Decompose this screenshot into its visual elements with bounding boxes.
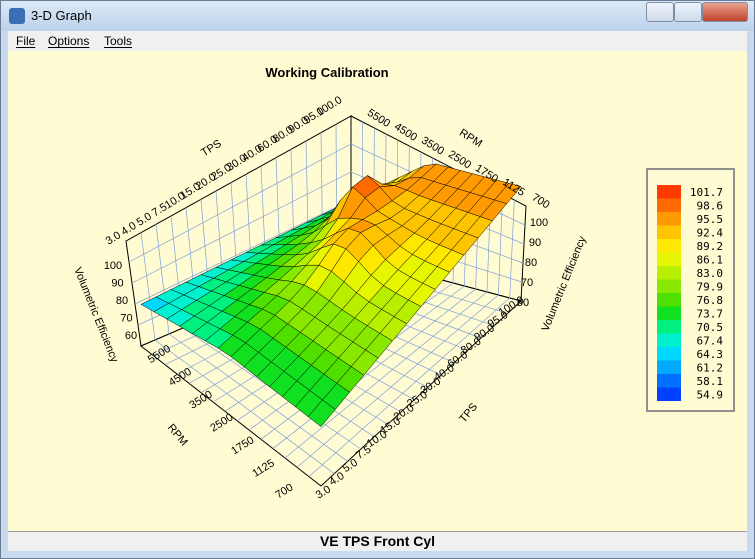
axis-tick-label: 70 <box>120 313 132 325</box>
axis-tick-label: 700 <box>273 482 295 502</box>
grid-line <box>284 291 488 459</box>
axis-tick-label: 5.0 <box>135 210 154 228</box>
legend: 101.798.695.592.489.286.183.079.976.873.… <box>657 185 723 402</box>
legend-label: 101.7 <box>690 186 723 199</box>
legend-swatch <box>657 225 681 239</box>
maximize-button[interactable] <box>674 2 702 22</box>
axis-tick-label: 80 <box>525 257 537 269</box>
axis-title: RPM <box>165 422 190 448</box>
axis-tick-label: 100 <box>530 217 548 229</box>
grid-line <box>308 297 510 477</box>
legend-label: 86.1 <box>697 254 724 267</box>
legend-label: 92.4 <box>697 227 724 240</box>
legend-label: 64.3 <box>697 348 724 361</box>
axis-tick-label: 60 <box>125 330 137 342</box>
legend-label: 95.5 <box>697 213 724 226</box>
legend-swatch <box>657 320 681 334</box>
axis-tick-label: 90 <box>111 278 123 290</box>
grid-line <box>168 333 348 462</box>
plot-title: Working Calibration <box>265 65 388 80</box>
axis-tick-label: 90 <box>529 237 541 249</box>
legend-swatch <box>657 198 681 212</box>
axis-tick-label: 1125 <box>250 457 276 480</box>
axis-tick-label: 3.0 <box>314 483 333 501</box>
axis-title: TPS <box>457 401 480 425</box>
grid-line <box>497 193 504 296</box>
legend-label: 76.8 <box>697 294 724 307</box>
legend-label: 61.2 <box>697 362 724 375</box>
surface-mesh <box>140 163 522 427</box>
legend-swatch <box>657 239 681 253</box>
axis-tick-label: 70 <box>521 277 533 289</box>
title-bar: 3-D Graph <box>1 1 754 31</box>
legend-swatch <box>657 374 681 388</box>
legend-label: 89.2 <box>697 240 724 253</box>
surface-plot: Working Calibration 3.04.05.07.510.015.0… <box>71 65 735 502</box>
legend-swatch <box>657 360 681 374</box>
app-icon <box>9 8 25 24</box>
legend-label: 58.1 <box>697 375 724 388</box>
legend-swatch <box>657 252 681 266</box>
legend-label: 70.5 <box>697 321 724 334</box>
legend-swatch <box>657 279 681 293</box>
legend-label: 73.7 <box>697 308 724 321</box>
axis-title: Volumetric Efficiency <box>540 234 589 333</box>
minimize-button[interactable] <box>646 2 674 22</box>
legend-label: 83.0 <box>697 267 724 280</box>
legend-swatch <box>657 212 681 226</box>
axis-tick-label: 100.0 <box>315 94 345 119</box>
menu-item[interactable]: File <box>16 34 36 48</box>
status-bar: VE TPS Front Cyl <box>8 531 747 551</box>
axis-title: TPS <box>199 138 224 160</box>
axis-title: RPM <box>457 127 484 150</box>
legend-label: 67.4 <box>697 335 724 348</box>
grid-line <box>296 294 499 468</box>
surface-cell <box>307 399 336 427</box>
axis-tick-label: 80 <box>116 295 128 307</box>
axis-tick-label: 100 <box>104 260 122 272</box>
legend-swatch <box>657 306 681 320</box>
axis-tick-label: 700 <box>530 192 552 212</box>
axis-tick-label: 3.0 <box>104 229 123 247</box>
legend-label: 98.6 <box>697 200 724 213</box>
legend-swatch <box>657 293 681 307</box>
axis-tick-label: 1750 <box>229 434 256 457</box>
grid-line <box>509 199 515 299</box>
window-title: 3-D Graph <box>31 8 92 23</box>
legend-label: 79.9 <box>697 281 724 294</box>
legend-swatch <box>657 333 681 347</box>
grid-line <box>140 232 156 341</box>
menu-item[interactable]: Options <box>48 34 90 48</box>
legend-swatch <box>657 266 681 280</box>
axis-tick-label: 60 <box>517 297 529 309</box>
grid-line <box>154 339 335 474</box>
legend-swatch <box>657 347 681 361</box>
legend-label: 54.9 <box>697 389 724 402</box>
grid-line <box>272 288 476 449</box>
close-button[interactable] <box>702 2 748 22</box>
menu-bar: File Options Tools <box>8 31 747 51</box>
menu-item[interactable]: Tools <box>104 34 133 48</box>
graph-area: Working Calibration 3.0 4.0 5.0 7.5 10.0 15.0… <box>8 51 747 531</box>
legend-swatch <box>657 387 681 401</box>
legend-swatch <box>657 185 681 199</box>
